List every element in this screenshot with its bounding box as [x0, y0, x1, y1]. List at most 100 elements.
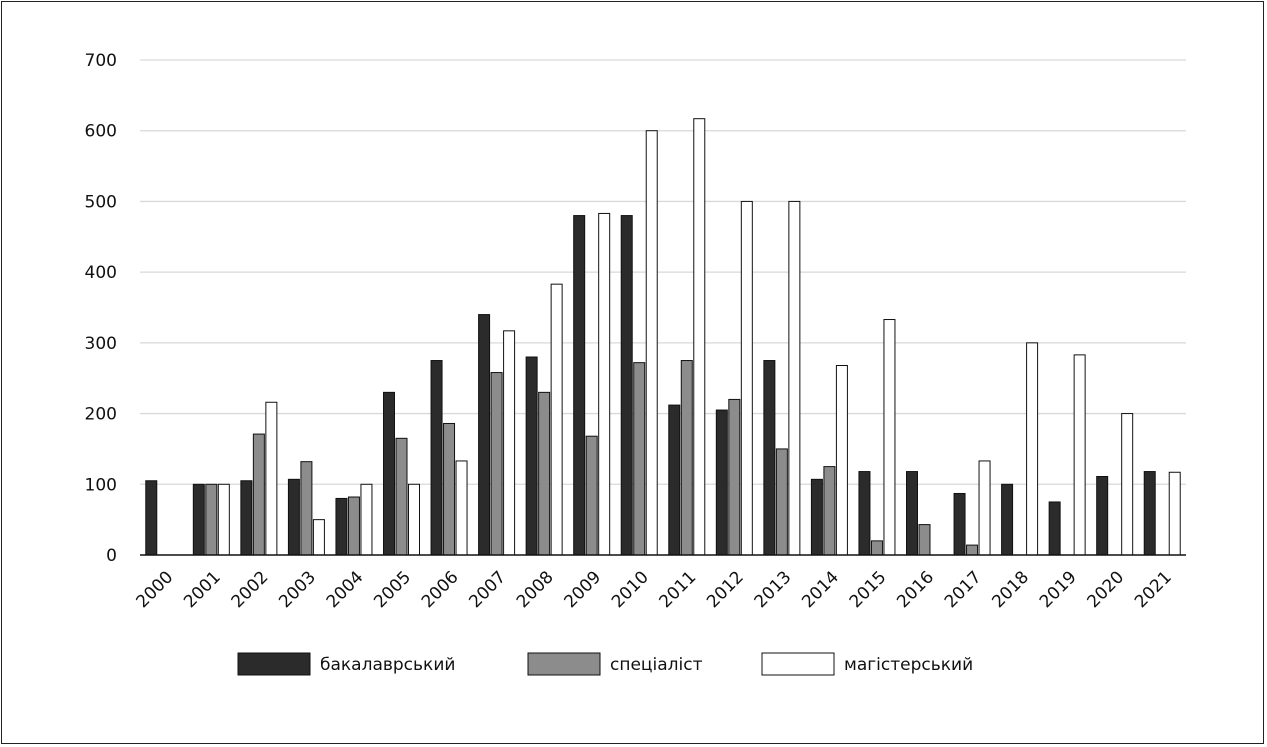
bar [455, 460, 468, 556]
bar [858, 471, 871, 556]
bar [1121, 413, 1134, 556]
x-tick-label: 2002 [228, 567, 273, 612]
bar [312, 519, 325, 556]
bar [620, 215, 633, 556]
x-tick-label: 2005 [370, 567, 415, 612]
bar [443, 422, 456, 556]
legend-swatch [237, 652, 311, 676]
bar [252, 433, 265, 556]
x-axis-ticks: 2000 2001 2002 2003 2004 2005 2006 2007 2008 2009… [133, 567, 1176, 612]
bar [1168, 471, 1181, 556]
bar [145, 480, 158, 556]
legend-swatch [527, 652, 601, 676]
x-tick-label: 2012 [703, 567, 748, 612]
x-tick-label: 2009 [560, 567, 605, 612]
x-tick-label: 2003 [275, 567, 320, 612]
bar [1073, 354, 1086, 556]
x-tick-label: 2016 [893, 567, 938, 612]
x-tick-label: 2021 [1131, 567, 1176, 612]
bar [430, 360, 443, 556]
bar [740, 200, 753, 556]
y-tick-label: 400 [85, 263, 117, 283]
bar [788, 200, 801, 556]
bar [347, 496, 360, 556]
bar [823, 466, 836, 556]
y-tick-label: 700 [85, 51, 117, 71]
x-tick-label: 2001 [180, 567, 225, 612]
x-tick-label: 2017 [941, 567, 986, 612]
bar [192, 483, 205, 556]
x-tick-label: 2007 [465, 567, 510, 612]
bar [503, 330, 516, 556]
bar [978, 460, 991, 556]
bar [966, 544, 979, 556]
legend-label: бакалаврський [320, 655, 455, 675]
y-tick-label: 0 [106, 546, 117, 566]
bar [525, 356, 538, 556]
x-tick-label: 2000 [133, 567, 178, 612]
bar [668, 404, 681, 556]
bar [287, 478, 300, 556]
x-tick-label: 2008 [513, 567, 558, 612]
y-tick-label: 300 [85, 334, 117, 354]
bar [1143, 471, 1156, 556]
bar [680, 360, 693, 556]
bars [145, 118, 1181, 556]
bar [240, 480, 253, 556]
x-tick-label: 2019 [1036, 567, 1081, 612]
legend: бакалаврський спеціаліст магістерський [237, 652, 973, 676]
bar [763, 360, 776, 556]
bar [870, 540, 883, 556]
x-tick-label: 2011 [656, 567, 701, 612]
bar [953, 492, 966, 556]
bar [883, 319, 896, 556]
bar [918, 524, 931, 556]
legend-label: спеціаліст [610, 655, 703, 675]
bar [1026, 342, 1039, 556]
legend-swatch [761, 652, 835, 676]
y-tick-label: 100 [85, 475, 117, 495]
bar [360, 483, 373, 556]
x-tick-label: 2006 [418, 567, 463, 612]
legend-label: магістерський [844, 655, 973, 675]
bar [395, 437, 408, 556]
bar [205, 483, 218, 556]
x-tick-label: 2010 [608, 567, 653, 612]
bar [1001, 483, 1014, 556]
x-tick-label: 2014 [798, 567, 843, 612]
bar [538, 391, 551, 556]
x-tick-label: 2015 [846, 567, 891, 612]
y-tick-label: 600 [85, 122, 117, 142]
bar [300, 461, 313, 556]
bar [633, 362, 646, 556]
bar [1048, 501, 1061, 556]
bar [598, 212, 611, 556]
bar [490, 372, 503, 556]
bar [1096, 476, 1109, 556]
bar [775, 448, 788, 556]
bar [550, 283, 563, 556]
bar [810, 478, 823, 556]
bar [335, 497, 348, 556]
bar [408, 483, 420, 556]
bar [835, 364, 848, 556]
y-tick-label: 500 [85, 192, 117, 212]
bar [585, 435, 598, 556]
x-tick-label: 2018 [988, 567, 1033, 612]
bar [728, 398, 741, 556]
bar [265, 401, 278, 556]
y-tick-label: 200 [85, 405, 117, 425]
bar [906, 471, 918, 556]
bar [217, 483, 230, 556]
bar [645, 130, 658, 556]
x-tick-label: 2004 [323, 567, 368, 612]
bar [478, 314, 491, 556]
x-tick-label: 2013 [751, 567, 796, 612]
bar [383, 391, 395, 556]
bar [573, 215, 586, 556]
bar [715, 409, 728, 556]
bar [693, 118, 706, 556]
y-axis-ticks: 0 100 200 300 400 500 600 700 [85, 51, 117, 566]
x-tick-label: 2020 [1083, 567, 1128, 612]
